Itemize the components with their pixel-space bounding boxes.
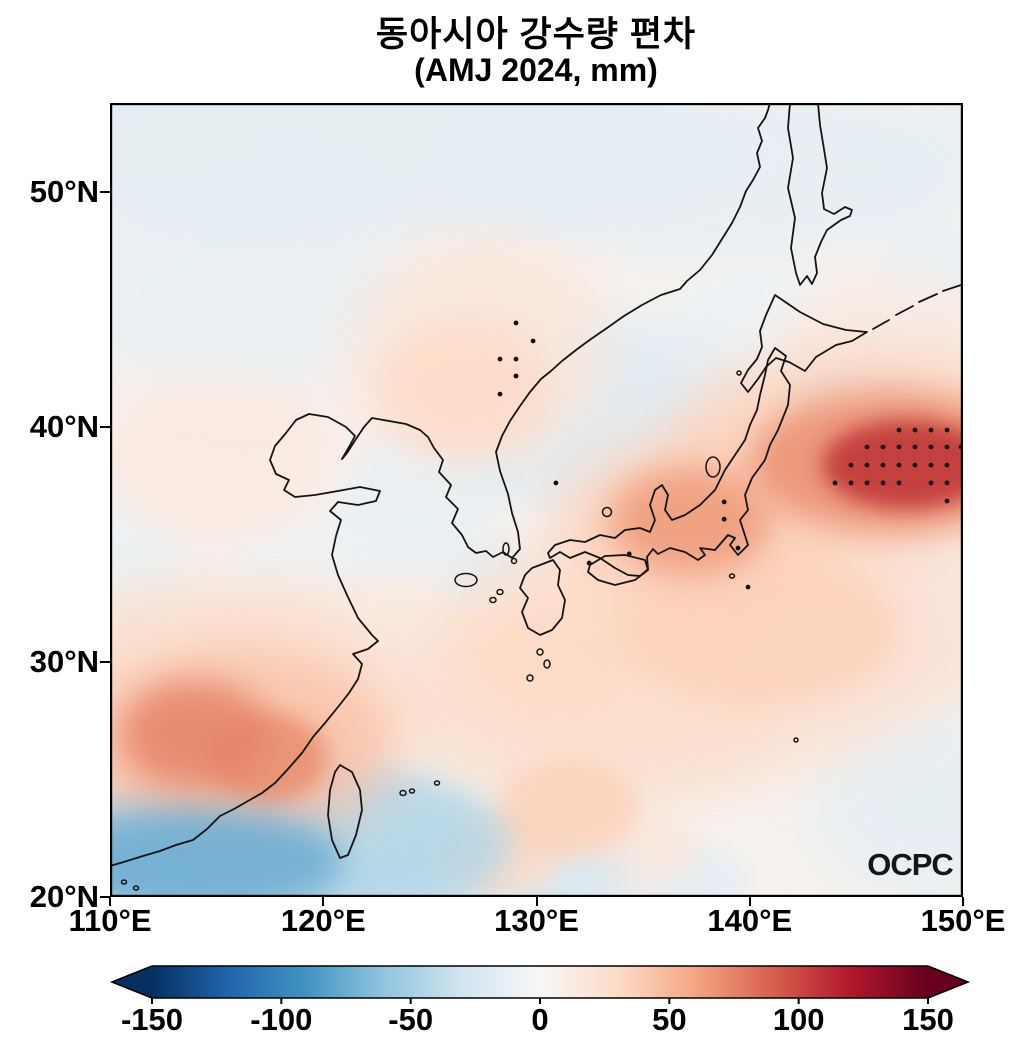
stipple-dot	[497, 356, 503, 362]
chart-title: 동아시아 강수량 편차	[375, 15, 697, 54]
coastline-honshu	[547, 347, 791, 577]
stipple-dot	[944, 480, 950, 486]
colorbar-tick-label: -100	[250, 1002, 313, 1037]
coastline-shikoku	[587, 554, 649, 586]
colorbar-bar	[109, 965, 971, 999]
stipple-dot	[928, 480, 934, 486]
stipple-dot	[745, 584, 751, 590]
stipple-dot	[513, 373, 519, 379]
y-tick-label: 20°N	[29, 879, 99, 914]
stipple-dot	[586, 560, 592, 566]
stipple-dot	[928, 427, 934, 433]
anomaly-blob	[110, 379, 324, 545]
anomaly-blob	[110, 807, 345, 897]
small-islands	[120, 370, 799, 891]
map-plot-area: OCPC	[110, 103, 963, 897]
y-tick-mark	[100, 190, 110, 193]
coastline-hokkaido	[740, 294, 868, 393]
y-tick-label: 40°N	[29, 408, 99, 444]
x-tick-mark	[748, 897, 751, 906]
stipple-dot	[896, 480, 902, 486]
colorbar-tick-label: -50	[388, 1002, 434, 1037]
colorbar-tick-label: 150	[902, 1002, 954, 1037]
stipple-dot	[928, 462, 934, 468]
x-tick-mark	[322, 897, 325, 906]
stipple-dot	[912, 427, 918, 433]
y-tick-mark	[100, 660, 110, 663]
anomaly-blob	[110, 103, 752, 239]
stipple-dot	[864, 444, 870, 450]
x-tick-mark	[962, 897, 964, 906]
stipple-dot	[530, 338, 536, 344]
stipple-dot	[848, 462, 854, 468]
y-tick-label: 50°N	[29, 173, 99, 209]
colorbar-tick-label: 50	[652, 1002, 687, 1037]
stipple-dot	[912, 462, 918, 468]
anomaly-blob	[609, 466, 772, 576]
stipple-dot	[721, 516, 727, 522]
anomaly-blob	[822, 419, 963, 510]
coastlines	[110, 103, 962, 891]
stipple-dot	[896, 427, 902, 433]
stipple-dot	[912, 444, 918, 450]
y-tick-mark	[100, 896, 110, 898]
stipple-dot	[880, 444, 886, 450]
x-tick-label: 130°E	[494, 903, 579, 938]
stipple-dots	[497, 320, 963, 590]
stipple-dot	[832, 480, 838, 486]
stipple-dot	[553, 480, 559, 486]
x-tick-label: 140°E	[707, 903, 793, 938]
chart-subtitle: (AMJ 2024, mm)	[414, 52, 658, 88]
colorbar-tick-label: 100	[772, 1002, 825, 1037]
x-tick-label: 150°E	[920, 903, 1006, 938]
stipple-dot	[944, 462, 950, 468]
map-frame	[110, 103, 963, 897]
stipple-dot	[864, 480, 870, 486]
coastline-china	[110, 413, 421, 867]
stipple-dot	[928, 444, 934, 450]
stipple-dot	[944, 427, 950, 433]
stipple-dot	[513, 320, 519, 326]
stipple-dot	[513, 356, 519, 362]
stipple-dot	[896, 462, 902, 468]
anomaly-blob	[498, 758, 639, 858]
colorbar	[109, 965, 971, 1004]
x-tick-mark	[535, 897, 538, 906]
stipple-dot	[944, 444, 950, 450]
coastline-kuril-islands	[872, 284, 962, 330]
anomaly-blob	[619, 549, 902, 709]
stipple-dot	[721, 499, 727, 505]
colorbar-tick-label: 0	[531, 1002, 549, 1037]
map-svg: OCPC	[110, 103, 963, 897]
y-tick-label: 30°N	[29, 643, 99, 679]
stipple-dot	[497, 391, 503, 397]
colorbar-tick-label: -150	[120, 1002, 184, 1037]
x-tick-label: 120°E	[280, 903, 366, 938]
stipple-dot	[880, 462, 886, 468]
coastline-korea-primorye	[419, 103, 771, 559]
stipple-dot	[944, 498, 950, 504]
anomaly-blob	[470, 598, 650, 721]
stipple-dot	[896, 444, 902, 450]
coastline-sakhalin	[787, 103, 853, 286]
anomaly-blob	[813, 709, 963, 897]
coastline-kyushu	[519, 559, 566, 636]
anomaly-field	[110, 103, 963, 897]
x-tick-label: 110°E	[68, 903, 152, 938]
stipple-dot	[864, 462, 870, 468]
colorbar-ticks	[151, 998, 929, 1004]
coastline-taiwan	[327, 764, 363, 859]
ocpc-logo: OCPC	[867, 847, 953, 882]
x-tick-mark	[109, 897, 111, 906]
stipple-dot	[848, 480, 854, 486]
y-tick-mark	[100, 425, 110, 428]
stipple-dot	[880, 480, 886, 486]
anomaly-blob	[120, 680, 270, 789]
anomaly-blob	[378, 323, 550, 456]
stipple-dot	[626, 551, 632, 557]
stipple-dot	[735, 545, 741, 551]
